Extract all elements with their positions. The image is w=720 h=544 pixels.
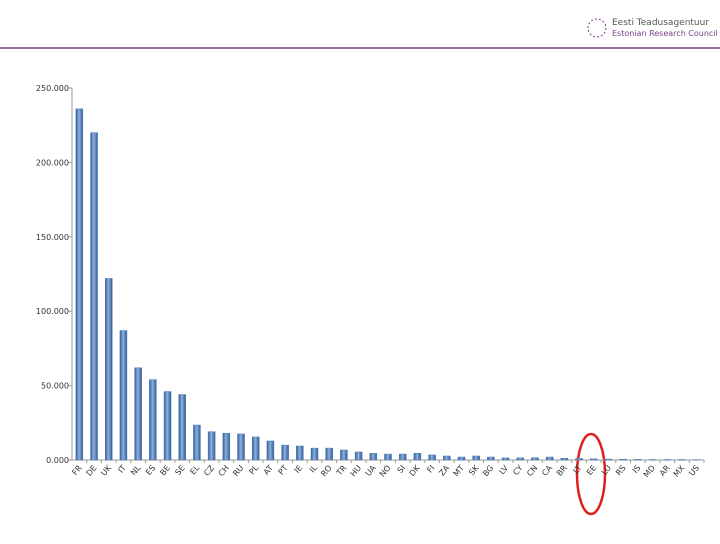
x-tick-label: IT — [116, 463, 128, 474]
x-tick-label: BE — [158, 464, 172, 478]
logo: Eesti Teadusagentuur Estonian Research C… — [588, 18, 718, 38]
x-tick-label: IL — [308, 463, 320, 474]
bar — [634, 459, 641, 460]
x-tick-label: CN — [525, 463, 539, 478]
bar — [502, 458, 509, 460]
bar — [208, 432, 215, 460]
bar — [105, 278, 112, 460]
x-tick-label: AT — [262, 463, 275, 476]
x-tick-label: CH — [217, 464, 231, 479]
x-tick-label: SE — [173, 464, 186, 478]
bar — [443, 456, 450, 460]
x-tick-label: ZA — [437, 463, 451, 478]
x-tick-label: DK — [408, 463, 423, 478]
x-tick-label: PT — [277, 463, 290, 476]
x-tick-label: TR — [334, 463, 349, 478]
logo-icon — [588, 19, 606, 37]
bar — [487, 457, 494, 460]
x-tick-label: LV — [497, 463, 510, 476]
bar — [458, 457, 465, 460]
x-tick-label: MD — [642, 464, 657, 480]
x-tick-label: UA — [364, 463, 379, 478]
bar — [414, 453, 421, 460]
x-tick-label: RU — [231, 463, 245, 478]
bar — [399, 454, 406, 460]
bar — [385, 454, 392, 460]
y-tick-label: 50.000 — [41, 382, 69, 391]
x-tick-label: RS — [614, 464, 628, 478]
x-tick-label: UK — [99, 463, 114, 478]
bar — [370, 453, 377, 460]
bar — [135, 368, 142, 460]
bar — [193, 425, 200, 460]
x-tick-label: PL — [247, 463, 260, 476]
x-tick-label: DE — [84, 464, 98, 478]
x-tick-label: BR — [555, 463, 569, 478]
bar — [238, 434, 245, 460]
bar — [252, 437, 259, 460]
bar — [546, 457, 553, 460]
y-tick-label: 150.000 — [36, 233, 69, 242]
x-tick-label: CY — [511, 463, 525, 477]
x-tick-label: ES — [144, 464, 157, 478]
bar — [340, 450, 347, 460]
bar — [91, 133, 98, 460]
x-tick-label: MX — [672, 463, 687, 479]
x-tick-label: US — [687, 464, 701, 478]
x-tick-label: FR — [70, 463, 84, 477]
bar — [223, 433, 230, 460]
bar — [429, 455, 436, 460]
x-tick-label: SK — [467, 463, 481, 477]
x-tick-label: NL — [129, 463, 143, 477]
bar — [120, 331, 127, 460]
x-tick-label: EE — [585, 464, 598, 478]
x-tick-label: CZ — [202, 463, 216, 478]
x-tick-label: FI — [425, 464, 436, 475]
bar — [311, 448, 318, 460]
bar — [296, 446, 303, 460]
bar — [326, 448, 333, 460]
bar — [179, 395, 186, 460]
x-tick-label: MT — [452, 463, 467, 478]
bar — [605, 459, 612, 460]
logo-name-en: Estonian Research Council — [612, 29, 718, 38]
bar — [576, 459, 583, 460]
x-tick-label: CA — [540, 463, 554, 478]
bar — [282, 445, 289, 460]
bar — [267, 441, 274, 460]
x-tick-label: IS — [631, 464, 643, 475]
bar — [561, 458, 568, 460]
x-tick-label: AR — [658, 463, 672, 478]
bar — [590, 459, 597, 460]
bar — [76, 109, 83, 460]
x-tick-label: HU — [349, 463, 364, 478]
bar — [149, 380, 156, 460]
x-tick-label: RO — [319, 464, 334, 479]
x-tick-label: BG — [481, 464, 495, 479]
x-tick-label: NO — [378, 464, 393, 479]
bar — [517, 458, 524, 460]
bar — [473, 456, 480, 460]
x-tick-label: IE — [293, 464, 305, 475]
bar — [531, 458, 538, 460]
logo-name: Eesti Teadusagentuur — [612, 18, 709, 28]
y-tick-label: 100.000 — [36, 307, 69, 316]
bar — [355, 452, 362, 460]
bar — [164, 392, 171, 460]
x-tick-label: LT — [571, 463, 583, 475]
y-tick-label: 0.000 — [46, 456, 69, 465]
y-tick-label: 200.000 — [36, 158, 69, 167]
y-tick-label: 250.000 — [36, 84, 69, 93]
x-tick-label: EL — [188, 463, 201, 476]
x-tick-label: LU — [600, 463, 613, 476]
bar — [620, 459, 627, 460]
x-tick-label: SI — [396, 464, 408, 475]
